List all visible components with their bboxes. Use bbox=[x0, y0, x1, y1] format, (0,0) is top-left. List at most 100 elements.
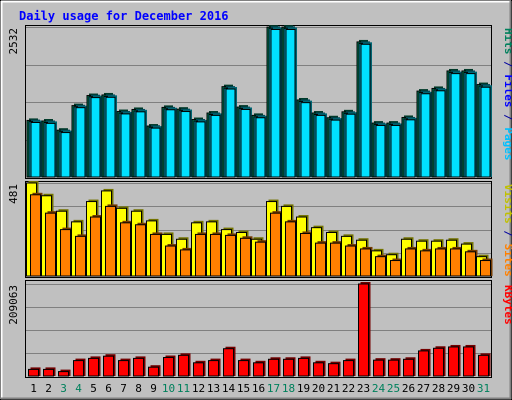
panel-pages-files-hits-legend-separator: / bbox=[502, 108, 512, 128]
bar-pages-day-23 bbox=[360, 43, 371, 178]
bar-sites-day-8 bbox=[135, 224, 146, 277]
x-tick-label-day-30: 30 bbox=[462, 382, 475, 395]
bar-sites-day-5 bbox=[90, 216, 101, 277]
bar-sites-day-10 bbox=[165, 245, 176, 277]
bar-sites-day-2 bbox=[45, 212, 56, 277]
bar-kbytes-day-24 bbox=[373, 359, 384, 377]
bar-kbytes-day-6 bbox=[103, 355, 114, 377]
bar-kbytes-day-1 bbox=[28, 368, 39, 377]
x-tick-label-day-4: 4 bbox=[75, 382, 82, 395]
x-tick-label-day-20: 20 bbox=[312, 382, 325, 395]
x-tick-label-day-11: 11 bbox=[177, 382, 190, 395]
bar-pages-day-17 bbox=[270, 28, 281, 178]
bar-pages-day-16 bbox=[255, 117, 266, 178]
bar-kbytes-day-30 bbox=[463, 346, 474, 377]
x-tick-label-day-17: 17 bbox=[267, 382, 280, 395]
bar-sites-day-15 bbox=[240, 237, 251, 277]
bar-sites-day-27 bbox=[420, 250, 431, 277]
bar-pages-day-5 bbox=[90, 97, 101, 178]
bar-sites-day-25 bbox=[390, 260, 401, 277]
bar-sites-day-20 bbox=[315, 242, 326, 277]
bar-sites-day-17 bbox=[270, 212, 281, 277]
bar-sites-day-30 bbox=[465, 251, 476, 277]
panel-pages-files-hits-legend-separator: / bbox=[502, 55, 512, 75]
bar-sites-day-3 bbox=[60, 229, 71, 277]
bar-pages-day-11 bbox=[180, 111, 191, 178]
bar-pages-day-22 bbox=[345, 113, 356, 178]
x-tick-label-day-21: 21 bbox=[327, 382, 340, 395]
bar-sites-day-6 bbox=[105, 205, 116, 277]
bar-kbytes-day-4 bbox=[73, 360, 84, 377]
bar-pages-day-1 bbox=[30, 121, 41, 178]
bar-pages-day-31 bbox=[480, 86, 491, 178]
bar-pages-day-3 bbox=[60, 132, 71, 178]
bar-sites-day-7 bbox=[120, 222, 131, 277]
bar-sites-day-12 bbox=[195, 233, 206, 277]
bar-pages-day-15 bbox=[240, 108, 251, 178]
bar-sites-day-18 bbox=[285, 221, 296, 277]
bar-kbytes-day-21 bbox=[328, 363, 339, 377]
bar-pages-day-12 bbox=[195, 121, 206, 178]
bar-pages-day-9 bbox=[150, 127, 161, 178]
x-tick-label-day-2: 2 bbox=[45, 382, 52, 395]
bar-pages-day-29 bbox=[450, 73, 461, 178]
panel-visits-sites-legend-separator: / bbox=[502, 224, 512, 244]
bar-kbytes-day-31 bbox=[478, 354, 489, 377]
bar-kbytes-day-3 bbox=[58, 371, 69, 377]
panel-kbytes-legend: KBytes bbox=[502, 285, 512, 325]
x-tick-label-day-16: 16 bbox=[252, 382, 265, 395]
bar-kbytes-day-25 bbox=[388, 359, 399, 377]
bar-sites-day-26 bbox=[405, 248, 416, 277]
x-tick-label-day-7: 7 bbox=[120, 382, 127, 395]
bar-sites-day-1 bbox=[30, 194, 41, 277]
bar-kbytes-day-5 bbox=[88, 357, 99, 377]
bar-pages-day-6 bbox=[105, 96, 116, 178]
panel-visits-sites-legend-sites: Sites bbox=[502, 244, 512, 277]
x-tick-label-day-15: 15 bbox=[237, 382, 250, 395]
bar-kbytes-day-26 bbox=[403, 358, 414, 377]
bar-sites-day-11 bbox=[180, 249, 191, 277]
bar-kbytes-day-15 bbox=[238, 360, 249, 377]
bar-pages-day-18 bbox=[285, 28, 296, 178]
x-tick-label-day-3: 3 bbox=[60, 382, 67, 395]
bar-pages-day-10 bbox=[165, 109, 176, 178]
bar-kbytes-day-22 bbox=[343, 360, 354, 377]
bar-pages-day-14 bbox=[225, 88, 236, 178]
bar-pages-day-2 bbox=[45, 122, 56, 178]
panel-pages-files-hits-legend-pages: Pages bbox=[502, 127, 512, 160]
bar-kbytes-day-10 bbox=[163, 357, 174, 377]
bar-kbytes-day-20 bbox=[313, 362, 324, 377]
bar-sites-day-23 bbox=[360, 248, 371, 277]
panel-pages-files-hits-legend-files: Files bbox=[502, 74, 512, 107]
bar-kbytes-day-11 bbox=[178, 354, 189, 377]
bar-kbytes-day-9 bbox=[148, 366, 159, 377]
bar-kbytes-day-16 bbox=[253, 362, 264, 377]
x-tick-label-day-12: 12 bbox=[192, 382, 205, 395]
panel-visits-sites-legend: Visits / Sites bbox=[502, 184, 512, 277]
x-tick-label-day-14: 14 bbox=[222, 382, 236, 395]
x-tick-label-day-25: 25 bbox=[387, 382, 400, 395]
x-tick-label-day-18: 18 bbox=[282, 382, 295, 395]
x-tick-label-day-19: 19 bbox=[297, 382, 310, 395]
bar-kbytes-day-28 bbox=[433, 347, 444, 377]
bar-sites-day-4 bbox=[75, 235, 86, 277]
panel-kbytes-legend-kbytes: KBytes bbox=[502, 285, 512, 325]
panel-pages-files-hits-legend-hits: Hits bbox=[502, 28, 512, 55]
bar-kbytes-day-17 bbox=[268, 358, 279, 377]
bar-kbytes-day-7 bbox=[118, 360, 129, 377]
panel-visits-sites-legend-visits: Visits bbox=[502, 184, 512, 224]
bar-sites-day-24 bbox=[375, 256, 386, 277]
bar-pages-day-30 bbox=[465, 73, 476, 178]
bar-pages-day-13 bbox=[210, 114, 221, 178]
bar-sites-day-16 bbox=[255, 241, 266, 277]
bar-pages-day-4 bbox=[75, 107, 86, 178]
bar-kbytes-day-29 bbox=[448, 346, 459, 377]
bar-sites-day-21 bbox=[330, 242, 341, 277]
bar-kbytes-day-2 bbox=[43, 368, 54, 377]
x-tick-label-day-27: 27 bbox=[417, 382, 430, 395]
bar-pages-day-24 bbox=[375, 124, 386, 178]
panel-kbytes-max-label: 209063 bbox=[7, 285, 20, 325]
bar-sites-day-9 bbox=[150, 233, 161, 277]
x-tick-label-day-1: 1 bbox=[30, 382, 37, 395]
